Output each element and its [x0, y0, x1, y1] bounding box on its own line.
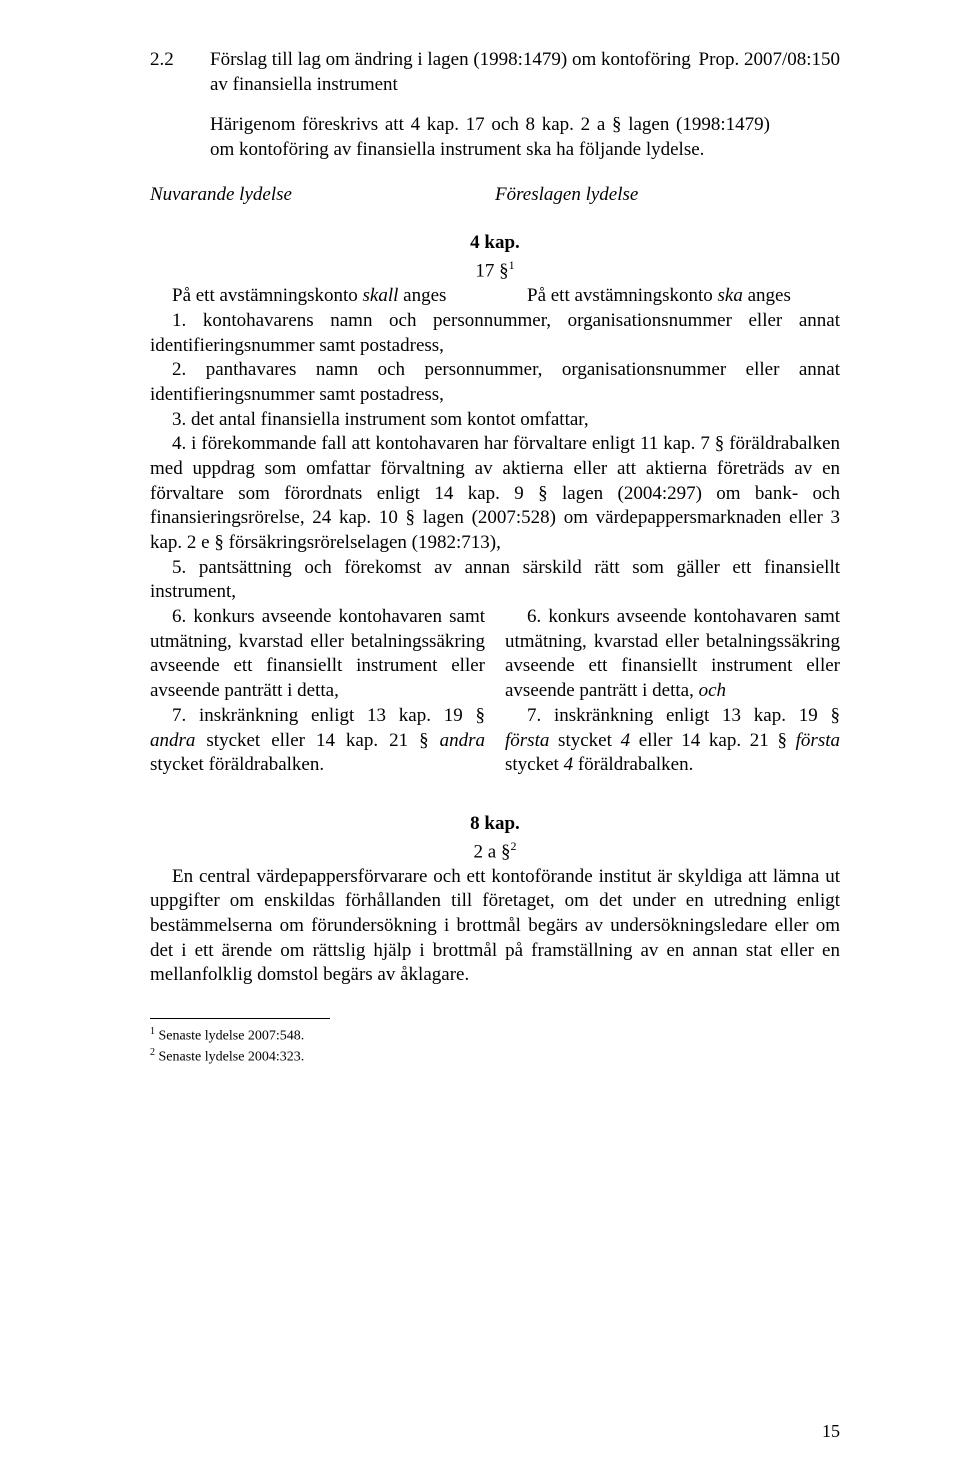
kap4-para-prefix: 17 § — [475, 260, 508, 281]
kap4-right-2a: 6. konkurs avseende kontohavaren samt ut… — [505, 605, 840, 704]
section-number: 2.2 — [150, 48, 210, 97]
kap4-left-1: På ett avstämningskonto skall anges — [150, 284, 485, 309]
kap4-right-2: 6. konkurs avseende kontohavaren samt ut… — [505, 605, 840, 778]
kap4-left-2b: 7. inskränkning enligt 13 kap. 19 § andr… — [150, 704, 485, 778]
kap4-item3: 3. det antal finansiella instrument som … — [150, 408, 840, 433]
nuvarande-lydelse-label: Nuvarande lydelse — [150, 183, 495, 208]
section-title: Förslag till lag om ändring i lagen (199… — [210, 48, 699, 97]
kap4-twocol-2: 6. konkurs avseende kontohavaren samt ut… — [150, 605, 840, 778]
footnote-1-text: Senaste lydelse 2007:548. — [155, 1029, 304, 1044]
foreslagen-lydelse-label: Föreslagen lydelse — [495, 183, 840, 208]
footnote-2: 2 Senaste lydelse 2004:323. — [150, 1046, 840, 1067]
footnote-mark-1: 1 — [509, 258, 515, 272]
kap4-para-num: 17 §1 — [150, 258, 840, 284]
kap4-item1: 1. kontohavarens namn och personnummer, … — [150, 309, 840, 358]
footnote-1: 1 Senaste lydelse 2007:548. — [150, 1025, 840, 1046]
page-number: 15 — [822, 1420, 840, 1443]
lydelse-row: Nuvarande lydelse Föreslagen lydelse — [150, 183, 840, 208]
kap4-right-2b: 7. inskränkning enligt 13 kap. 19 § förs… — [505, 704, 840, 778]
header-row: 2.2 Förslag till lag om ändring i lagen … — [150, 48, 840, 97]
kap4-left-2: 6. konkurs avseende kontohavaren samt ut… — [150, 605, 485, 778]
intro-paragraph: Härigenom föreskrivs att 4 kap. 17 och 8… — [210, 113, 770, 162]
kap4-item2: 2. panthavares namn och personnummer, or… — [150, 358, 840, 407]
kap8-heading: 8 kap. — [150, 812, 840, 837]
kap4-item5: 5. pantsättning och förekomst av annan s… — [150, 556, 840, 605]
kap4-twocol-1: På ett avstämningskonto skall anges På e… — [150, 284, 840, 309]
kap4-right-1-text: På ett avstämningskonto ska anges — [505, 284, 840, 309]
footnote-mark-2: 2 — [510, 839, 516, 853]
kap4-item4: 4. i förekommande fall att kontohavaren … — [150, 432, 840, 555]
proposition-label: Prop. 2007/08:150 — [699, 48, 840, 73]
kap8-para-prefix: 2 a § — [474, 841, 511, 862]
kap4-left-1-text: På ett avstämningskonto skall anges — [150, 284, 485, 309]
footnotes: 1 Senaste lydelse 2007:548. 2 Senaste ly… — [150, 1025, 840, 1067]
kap8-body: En central värdepappersförvarare och ett… — [150, 865, 840, 988]
footnote-2-text: Senaste lydelse 2004:323. — [155, 1050, 304, 1065]
kap4-right-1: På ett avstämningskonto ska anges — [505, 284, 840, 309]
footnote-separator — [150, 1018, 330, 1019]
page: 2.2 Förslag till lag om ändring i lagen … — [0, 0, 960, 1479]
section-heading: 2.2 Förslag till lag om ändring i lagen … — [150, 48, 699, 97]
intro-text: Härigenom föreskrivs att 4 kap. 17 och 8… — [210, 114, 770, 160]
kap8-para-num: 2 a §2 — [150, 839, 840, 865]
kap4-heading: 4 kap. — [150, 231, 840, 256]
kap4-left-2a: 6. konkurs avseende kontohavaren samt ut… — [150, 605, 485, 704]
